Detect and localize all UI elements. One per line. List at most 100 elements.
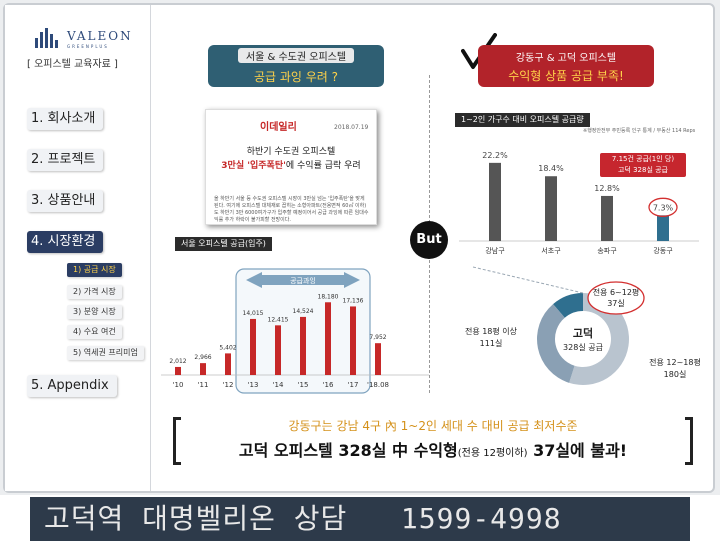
donut-slice [569, 293, 629, 385]
x-tick-label: '10 [173, 381, 184, 389]
callout-line1: 7.15건 공급(1인 당) [611, 155, 675, 163]
bar-'15 [300, 316, 306, 375]
right-banner-line1: 강동구 & 고덕 오피스텔 [515, 53, 617, 64]
household-supply-chart: 22.2% 강남구 18.4% 서초구 12.8% 송파구 7.3% 강동구 [459, 151, 699, 255]
bar-'11 [200, 363, 206, 375]
bar-value-label: 14,524 [293, 308, 314, 315]
x-tick-label: '11 [198, 381, 209, 389]
x-tick-label: '17 [348, 381, 359, 389]
contact-banner-text[interactable]: 고덕역 대명벨리온 상담 1599-4998 [30, 497, 690, 541]
x-tick-label: '12 [223, 381, 234, 389]
x-tick-label: '13 [248, 381, 259, 389]
x-tick-label: 송파구 [597, 246, 617, 255]
nav-item-product[interactable]: 3. 상품안내 [27, 190, 104, 212]
nav-item-company[interactable]: 1. 회사소개 [27, 108, 104, 130]
bar-'10 [175, 366, 181, 375]
bar-'16 [325, 302, 331, 375]
summary-line2-a: 고덕 오피스텔 328실 中 수익형 [238, 441, 458, 460]
chart-right-note: ※행정안전부 주민등록 인구 통계 / 부동산 114 Reps [583, 128, 696, 134]
subnav-item-price[interactable]: 2) 가격 시장 [67, 285, 122, 299]
building-icon [35, 28, 61, 48]
sidebar: VALEON GREENPLUS [ 오피스텔 교육자료 ] 1. 회사소개 2… [5, 5, 151, 491]
highlight-circle [648, 197, 678, 217]
bar-서초구 [545, 176, 557, 241]
nav-item-appendix[interactable]: 5. Appendix [27, 375, 117, 397]
bar-value-label: 7.3% [653, 203, 674, 212]
callout-line2: 고덕 328실 공급 [617, 166, 668, 174]
subnav-item-station[interactable]: 5) 역세권 프리미엄 [67, 346, 144, 360]
bar-value-label: 12.8% [594, 184, 620, 193]
bar-value-label: 18,180 [318, 293, 339, 300]
main-content: 서울 & 수도권 오피스텔 공급 과잉 우려 ? 강동구 & 고덕 오피스텔 수… [153, 5, 713, 491]
brand-sub: GREENPLUS [67, 44, 109, 49]
chart-left-title: 서울 오피스텔 공급(입주) [175, 237, 272, 251]
news-clipping: 이데일리 2018.07.19 하반기 수도권 오피스텔 3만실 '입주폭탄'에… [205, 109, 377, 225]
news-date: 2018.07.19 [334, 124, 369, 131]
news-headline: 하반기 수도권 오피스텔 [246, 147, 336, 157]
x-tick-label: 강남구 [485, 246, 505, 255]
bar-'17 [350, 306, 356, 375]
bar-'12 [225, 353, 231, 375]
slice-count-small: 37실 [607, 298, 625, 308]
bar-value-label: 2,012 [169, 358, 186, 365]
bar-'13 [250, 318, 256, 375]
nav-item-market[interactable]: 4. 시장환경 [27, 231, 104, 253]
bar-value-label: 22.2% [482, 151, 508, 160]
summary-line2-b: 37실에 불과! [527, 441, 628, 460]
right-banner: 강동구 & 고덕 오피스텔 수익형 상품 공급 부족! [478, 45, 654, 87]
news-subheadline: 3만실 '입주폭탄'에 수익률 급락 우려 [206, 158, 376, 171]
bar-강동구 [657, 215, 669, 241]
small-unit-circle [587, 281, 645, 315]
summary-box: 강동구는 강남 4구 內 1~2인 세대 수 대비 공급 최저수준 고덕 오피스… [173, 417, 693, 469]
summary-line2-small: (전용 12평이하) [457, 448, 528, 459]
slice-label-large: 전용 18평 이상 [465, 326, 518, 336]
bar-value-label: 18.4% [538, 164, 564, 173]
news-subheadline-rest: 에 수익률 급락 우려 [285, 161, 361, 171]
bar-value-label: 14,015 [243, 310, 264, 317]
left-banner: 서울 & 수도권 오피스텔 공급 과잉 우려 ? [208, 45, 384, 87]
bracket-left [173, 417, 181, 465]
left-banner-line2: 공급 과잉 우려 ? [253, 70, 339, 84]
brand-name: VALEON [67, 29, 133, 43]
connector-line [472, 266, 584, 294]
donut-slice [537, 304, 575, 383]
subnav-item-sale[interactable]: 3) 분양 시장 [67, 305, 122, 319]
slice-count-large: 111실 [480, 338, 503, 348]
x-tick-label: '15 [298, 381, 309, 389]
nav-item-project[interactable]: 2. 프로젝트 [27, 149, 104, 171]
news-subheadline-highlight: 3만실 '입주폭탄' [221, 161, 286, 171]
donut-slice [553, 293, 583, 318]
chart-right-title: 1~2인 가구수 대비 오피스텔 공급량 [455, 113, 590, 127]
x-tick-label: '16 [323, 381, 334, 389]
slice-count-mid: 180실 [664, 369, 687, 379]
left-banner-line1: 서울 & 수도권 오피스텔 [237, 48, 355, 63]
but-badge: But [410, 221, 448, 259]
news-source: 이데일리 [260, 122, 297, 133]
oversupply-arrow-bar [262, 275, 344, 285]
bar-value-label: 2,966 [194, 354, 211, 361]
oversupply-label: 공급과잉 [290, 276, 316, 285]
bar-value-label: 7,952 [369, 334, 386, 341]
slice-label-mid: 전용 12~18평 [649, 357, 701, 367]
slice-label-small: 전용 6~12평 [593, 287, 640, 297]
arrow-right-icon [344, 272, 360, 288]
bar-송파구 [601, 195, 613, 241]
x-tick-label: '18.08 [367, 381, 389, 389]
arrow-left-icon [246, 272, 262, 288]
subnav-item-demand[interactable]: 4) 수요 여건 [67, 325, 122, 339]
x-tick-label: '14 [273, 381, 284, 389]
x-tick-label: 서초구 [541, 246, 561, 255]
gangdong-callout: 7.15건 공급(1인 당) 고덕 328실 공급 [600, 153, 686, 177]
seoul-supply-chart: 공급과잉 2,012 '10 2,966 '11 5,402 '12 14,015 '13 12,… [161, 268, 429, 394]
bar-value-label: 17,136 [343, 297, 364, 304]
contact-banner: 고덕역 대명벨리온 상담 1599-4998 [0, 495, 720, 545]
x-tick-label: 강동구 [653, 246, 673, 255]
bracket-right [685, 417, 693, 465]
summary-line2: 고덕 오피스텔 328실 中 수익형(전용 12평이하) 37실에 불과! [173, 437, 693, 461]
bar-value-label: 12,415 [268, 316, 289, 323]
donut-center-label: 고덕 [573, 326, 593, 340]
bar-'18.08 [375, 343, 381, 375]
bar-강남구 [489, 162, 501, 241]
subnav-item-supply[interactable]: 1) 공급 시장 [67, 263, 122, 277]
